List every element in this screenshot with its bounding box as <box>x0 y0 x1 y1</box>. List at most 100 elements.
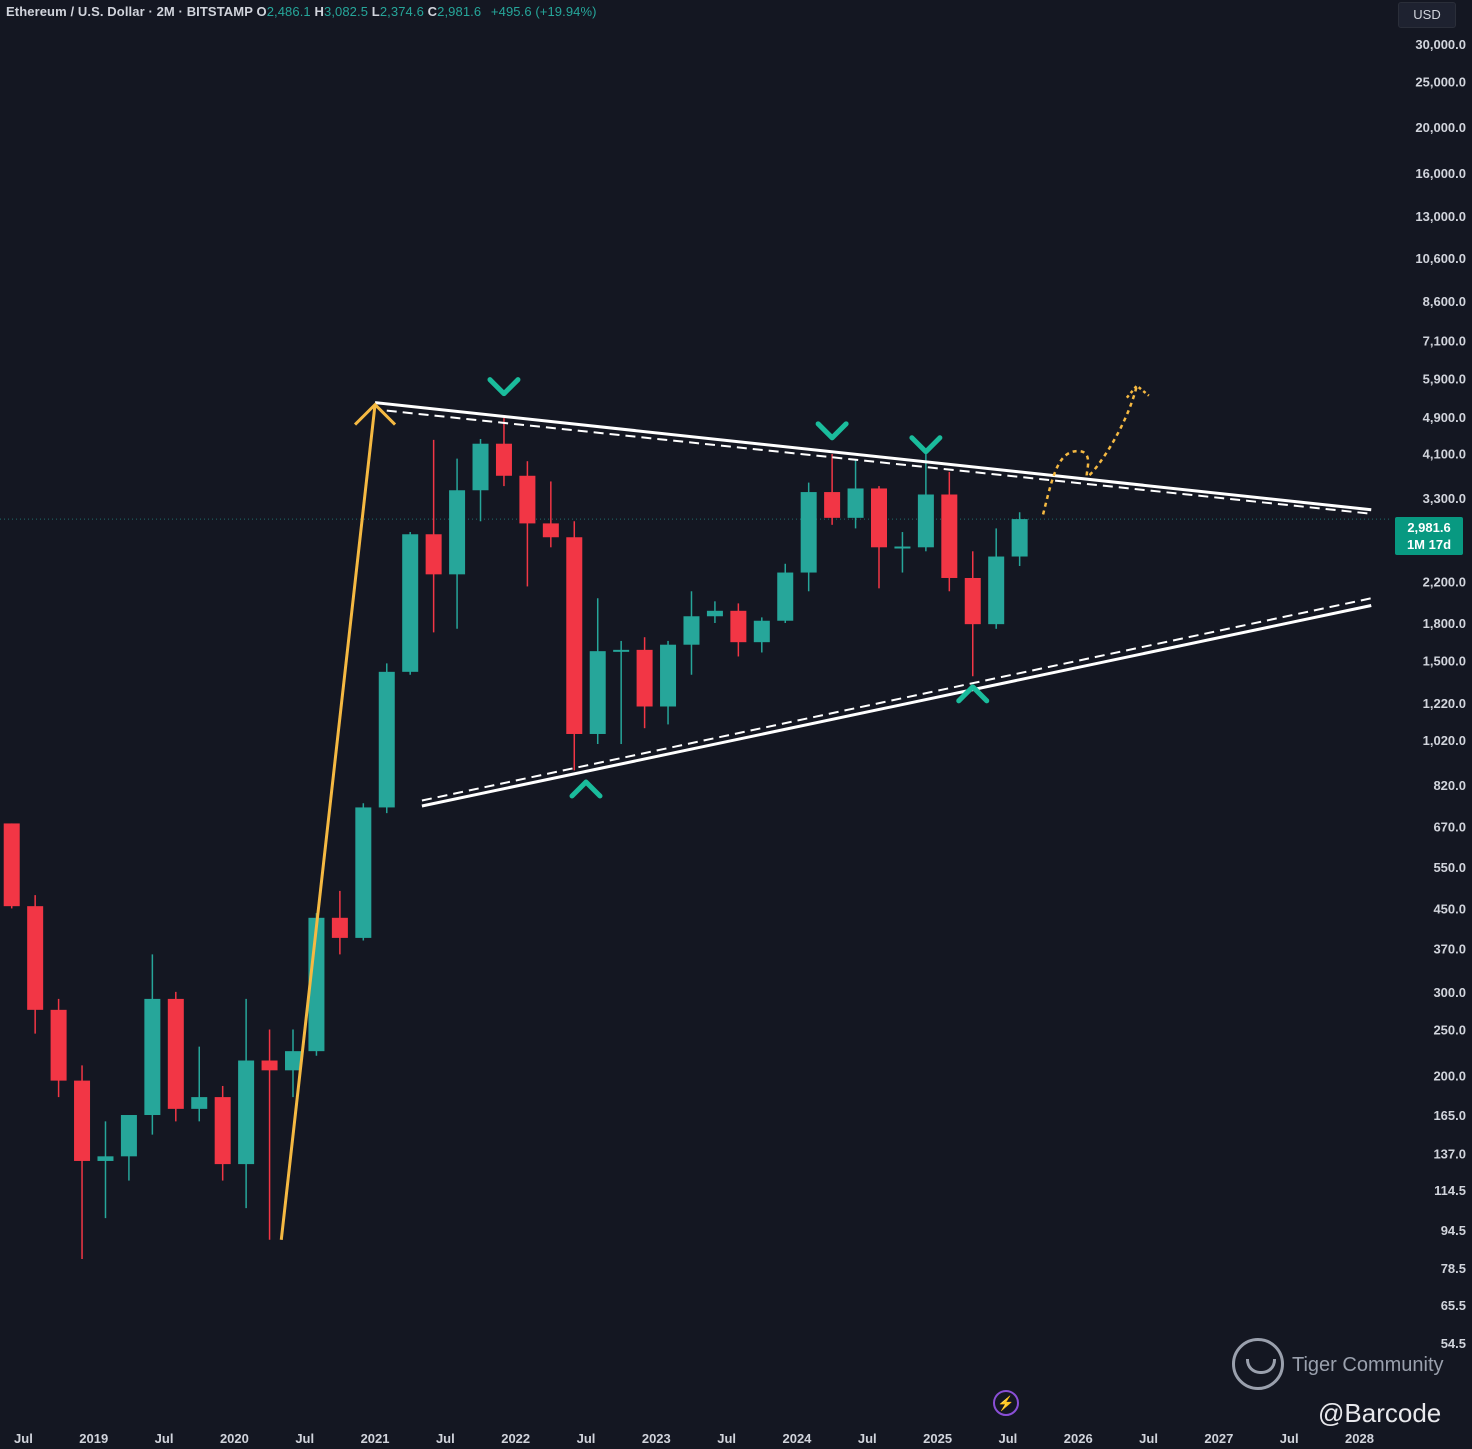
y-axis-tick-label: 30,000.0 <box>1415 37 1466 52</box>
y-axis-tick-label: 1,220.0 <box>1423 696 1466 711</box>
x-axis-tick-label: Jul <box>14 1431 33 1446</box>
y-axis-tick-label: 165.0 <box>1433 1108 1466 1123</box>
candle-body <box>964 577 981 625</box>
x-axis-tick-label: 2027 <box>1204 1431 1233 1446</box>
candle-body <box>191 1097 208 1109</box>
candle-body <box>894 546 911 549</box>
lightning-icon[interactable]: ⚡ <box>993 1390 1019 1416</box>
candle-body <box>74 1080 91 1161</box>
y-axis-tick-label: 550.0 <box>1433 860 1466 875</box>
x-axis-tick-label: Jul <box>295 1431 314 1446</box>
y-axis-tick-label: 3,300.0 <box>1423 491 1466 506</box>
x-axis-tick-label: Jul <box>1280 1431 1299 1446</box>
y-axis-tick-label: 4,100.0 <box>1423 447 1466 462</box>
y-axis-tick-label: 250.0 <box>1433 1022 1466 1037</box>
support-chevron-icon <box>569 779 603 799</box>
y-axis-tick-label: 8,600.0 <box>1423 294 1466 309</box>
x-axis-tick-label: 2028 <box>1345 1431 1374 1446</box>
candle-body <box>777 572 794 621</box>
x-axis-tick-label: 2023 <box>642 1431 671 1446</box>
high-value: 3,082.5 <box>323 4 369 19</box>
open-label: O <box>256 4 267 19</box>
candle-body <box>917 494 934 548</box>
y-axis-tick-label: 54.5 <box>1441 1336 1466 1351</box>
y-axis-tick-label: 370.0 <box>1433 942 1466 957</box>
candle-body <box>519 475 536 524</box>
y-axis-tick-label: 65.5 <box>1441 1298 1466 1313</box>
candle-body <box>285 1051 301 1071</box>
y-axis-tick-label: 670.0 <box>1433 819 1466 834</box>
y-axis-tick-label: 7,100.0 <box>1423 333 1466 348</box>
close-label: C <box>427 4 438 19</box>
watermark-brand: Tiger Community <box>1292 1354 1444 1376</box>
last-price-value: 2,981.6 <box>1407 520 1451 535</box>
currency-button[interactable]: USD <box>1398 2 1456 28</box>
candle-body <box>402 534 419 672</box>
trendline <box>421 604 1372 808</box>
x-axis-tick-label: 2019 <box>79 1431 108 1446</box>
candle-body <box>683 616 700 645</box>
low-label: L <box>371 4 380 19</box>
y-axis-tick-label: 13,000.0 <box>1415 209 1466 224</box>
candle-body <box>847 488 864 518</box>
resistance-chevron-icon <box>815 421 849 441</box>
candle-body <box>331 917 348 938</box>
candle-body <box>261 1060 278 1071</box>
candle-body <box>238 1060 255 1165</box>
projection-path <box>1041 385 1139 515</box>
y-axis-tick-label: 5,900.0 <box>1423 372 1466 387</box>
high-label: H <box>314 4 324 19</box>
watermark: Tiger Community <box>1232 1338 1452 1394</box>
candle-body <box>613 649 630 652</box>
x-axis-tick-label: 2020 <box>220 1431 249 1446</box>
candle-body <box>589 651 606 734</box>
low-value: 2,374.6 <box>379 4 424 19</box>
close-value: 2,981.6 <box>437 4 482 19</box>
x-axis-tick-label: 2021 <box>361 1431 390 1446</box>
candle-body <box>824 492 841 518</box>
y-axis-tick-label: 25,000.0 <box>1415 74 1466 89</box>
x-axis-tick-label: Jul <box>999 1431 1018 1446</box>
x-axis-tick-label: 2025 <box>923 1431 952 1446</box>
y-axis-tick-label: 300.0 <box>1433 985 1466 1000</box>
candle-body <box>800 492 817 573</box>
y-axis-tick-label: 4,900.0 <box>1423 410 1466 425</box>
tiger-logo-icon <box>1232 1338 1284 1390</box>
x-axis-tick-label: Jul <box>1139 1431 1158 1446</box>
y-axis-tick-label: 820.0 <box>1433 778 1466 793</box>
candle-body <box>378 671 395 808</box>
candle-body <box>660 644 677 707</box>
last-price-tag: 2,981.6 1M 17d <box>1395 517 1463 555</box>
x-axis-tick-label: Jul <box>717 1431 736 1446</box>
candle-body <box>941 494 958 578</box>
y-axis-tick-label: 1,800.0 <box>1423 616 1466 631</box>
candle-body <box>167 998 184 1109</box>
y-axis-tick-label: 450.0 <box>1433 901 1466 916</box>
x-axis-tick-label: Jul <box>577 1431 596 1446</box>
y-axis-tick-label: 20,000.0 <box>1415 120 1466 135</box>
y-axis-tick-label: 114.5 <box>1434 1183 1466 1198</box>
candle-body <box>1011 519 1028 557</box>
candle-body <box>425 534 442 575</box>
candle-body <box>449 490 466 575</box>
y-axis-tick-label: 94.5 <box>1441 1223 1466 1238</box>
trendline-dashed <box>386 409 1372 515</box>
change-value: +495.6 (+19.94%) <box>490 4 597 19</box>
candle-body <box>50 1009 67 1081</box>
y-axis-tick-label: 16,000.0 <box>1415 166 1466 181</box>
candle-body <box>636 649 653 707</box>
candle-body <box>871 488 887 548</box>
resistance-chevron-icon <box>487 377 521 397</box>
symbol-name: Ethereum / U.S. Dollar · 2M · BITSTAMP <box>6 4 253 19</box>
trendline <box>374 401 1372 512</box>
candle-body <box>542 523 559 538</box>
candle-body <box>144 998 161 1116</box>
candle-body <box>214 1097 231 1165</box>
y-axis-tick-label: 1,500.0 <box>1423 654 1466 669</box>
resistance-chevron-icon <box>909 435 943 455</box>
trendline-dashed <box>421 597 1372 802</box>
candle-body <box>3 823 20 907</box>
candle-body <box>97 1156 114 1161</box>
x-axis-tick-label: 2022 <box>501 1431 530 1446</box>
